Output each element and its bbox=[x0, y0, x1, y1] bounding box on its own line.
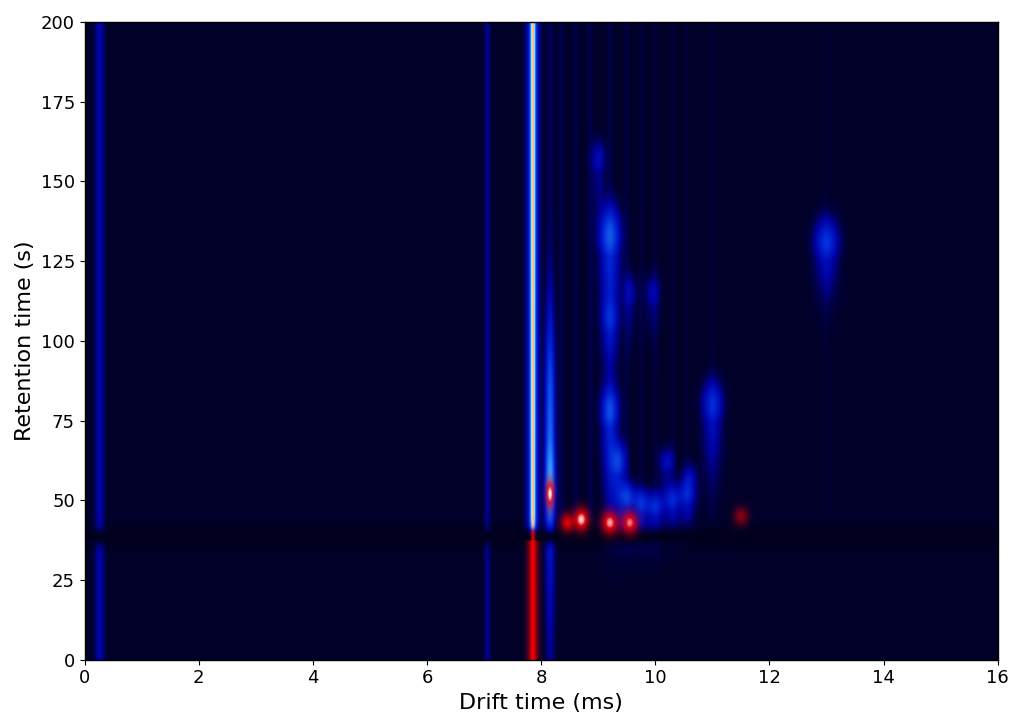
Y-axis label: Retention time (s): Retention time (s) bbox=[15, 240, 35, 441]
X-axis label: Drift time (ms): Drift time (ms) bbox=[459, 693, 623, 713]
